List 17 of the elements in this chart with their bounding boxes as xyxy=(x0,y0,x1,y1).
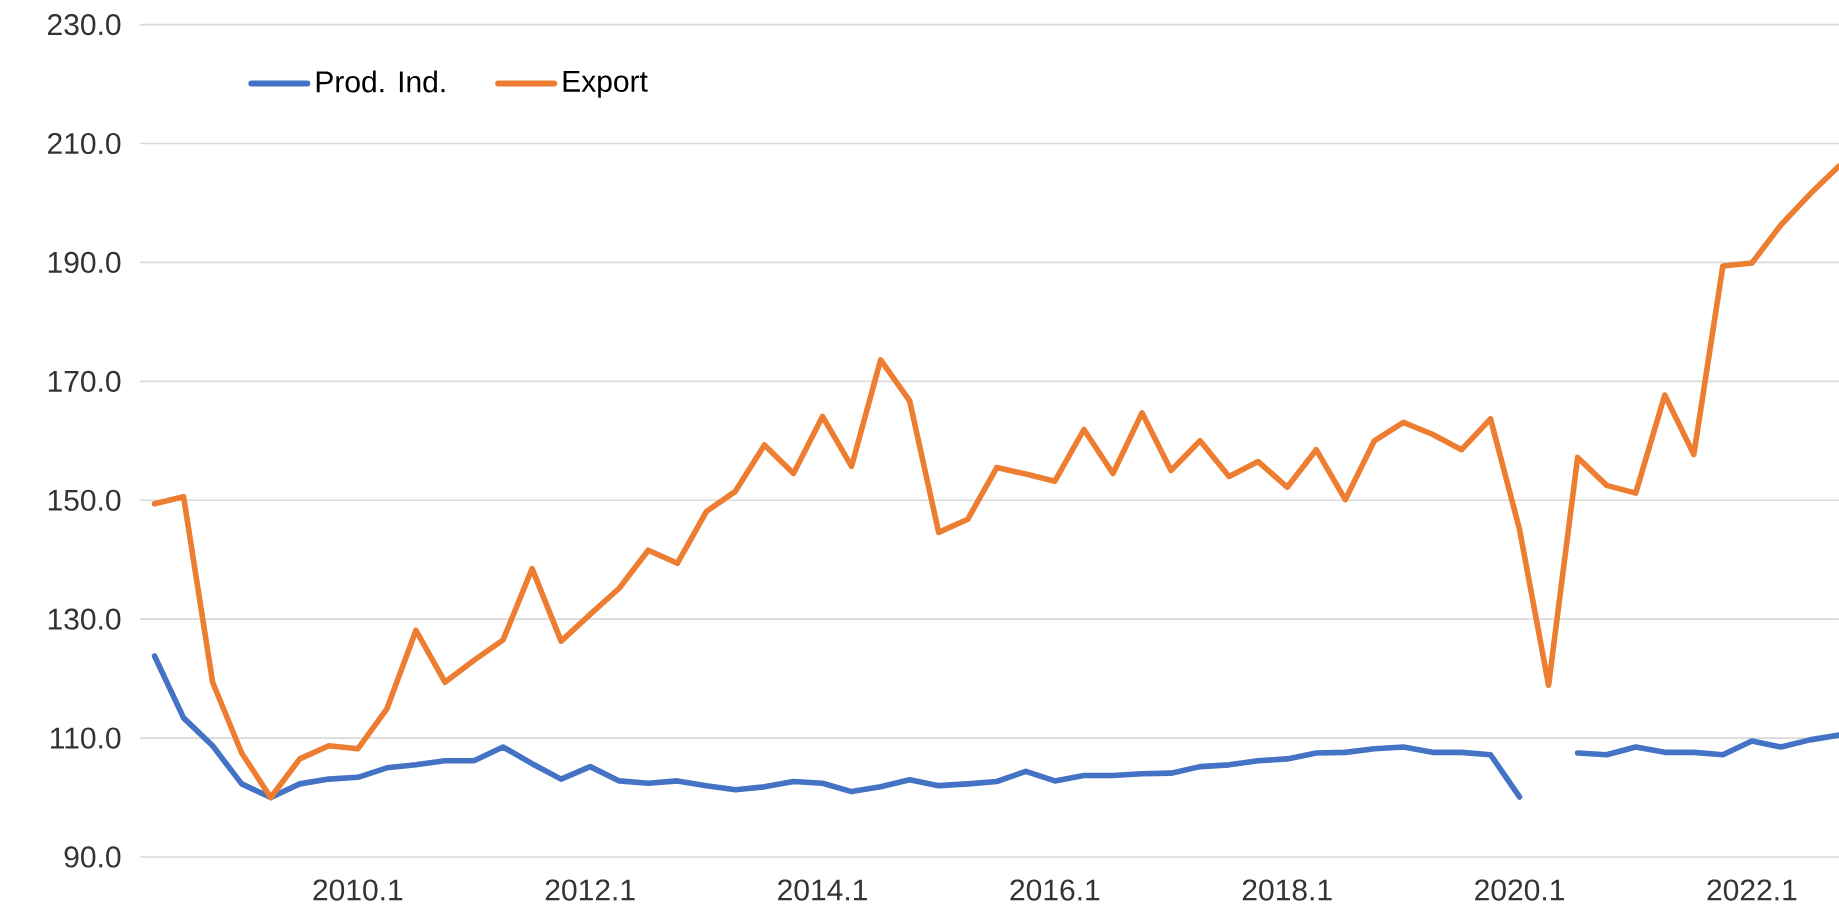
x-tick-label: 2010.1 xyxy=(313,879,403,901)
x-tick-label: 2012.1 xyxy=(545,879,635,901)
legend-label: Prod. Ind. xyxy=(316,70,445,93)
y-tick-label: 230.0 xyxy=(48,13,121,36)
x-tick-label: 2016.1 xyxy=(1010,879,1100,901)
x-tick-label: 2022.1 xyxy=(1707,879,1797,901)
legend-label: Export xyxy=(563,71,648,98)
y-tick-label: 90.0 xyxy=(64,846,121,868)
y-tick-label: 170.0 xyxy=(48,370,121,392)
y-tick-label: 210.0 xyxy=(48,132,121,155)
x-tick-label: 2018.1 xyxy=(1242,879,1332,901)
x-tick-label: 2014.1 xyxy=(778,879,867,901)
y-tick-label: 190.0 xyxy=(48,251,121,274)
y-tick-label: 110.0 xyxy=(51,727,121,749)
y-tick-label: 130.0 xyxy=(48,608,121,630)
y-tick-label: 150.0 xyxy=(48,489,121,511)
x-tick-label: 2020.1 xyxy=(1475,879,1564,901)
